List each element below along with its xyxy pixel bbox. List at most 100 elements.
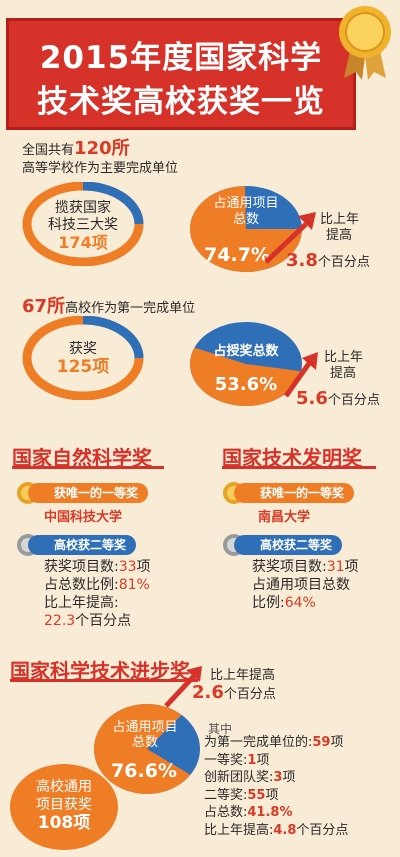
delta-2-line2: 提高 [330,366,357,381]
donut-1-label: 揽获国家 科技三大奖 174项 [22,200,144,251]
progress-delta-unit: 个百分点 [223,687,276,702]
invention-line1: 获奖项目数:31项 [252,558,359,576]
progress-list-header: 其中 [208,722,233,736]
invention-underline [222,466,376,469]
donut-2-value: 125项 [56,357,110,377]
progress-list-item: 一等奖:1项 [204,752,348,770]
delta-2-num: 5.6 [296,388,328,409]
donut-2 [22,315,144,401]
progress-list-item: 二等奖:55项 [204,787,348,805]
progress-item-value: 41.8% [247,805,293,820]
progress-item-unit: 项 [256,752,270,768]
natural-stats: 获奖项目数:33项 占总数比例:81% 比上年提高: 22.3个百分点 [44,558,151,630]
natural-l2-val: 81% [118,577,150,593]
pie-main-slice [94,704,191,794]
progress-item-unit: 项 [282,770,296,785]
first-unit-count: 67所 [22,296,66,317]
pie-1-percent: 74.7% [204,244,270,266]
natural-underline [12,466,164,469]
progress-underline [10,679,198,682]
progress-item-value: 4.8 [273,822,297,838]
pie-1-label-line2: 总数 [232,212,259,227]
pie-3-label-line2: 总数 [131,735,158,750]
intro-line2: 高等学校作为主要完成单位 [22,161,179,176]
delta-1-unit: 个百分点 [317,255,370,270]
progress-total-label: 高校通用 项目获奖 108项 [10,778,118,832]
progress-delta-num: 2.6 [192,682,224,703]
natural-l1-val: 33 [118,559,137,575]
invention-line3: 比例:64% [252,594,359,612]
natural-gold-winner: 中国科技大学 [44,510,123,525]
pie-2-label: 占授奖总数 [213,344,279,359]
pie-1 [186,182,306,276]
delta-1-line2: 提高 [326,228,353,243]
pie-1-label: 占通用项目 总数 [186,196,306,228]
arrow-up-icon [282,350,322,400]
intro-count: 120所 [74,138,130,159]
progress-item-unit: 项 [330,735,344,750]
pie-2 [186,318,306,410]
arrow-up-icon [162,664,206,710]
donut-1-line2: 科技三大奖 [48,217,118,233]
progress-item-label: 创新团队奖: [204,770,274,785]
pie-main-slice [190,186,302,272]
natural-line4: 22.3个百分点 [44,612,151,630]
intro-prefix: 全国共有 [22,143,75,158]
progress-item-value: 55 [247,787,266,803]
natural-line2: 占总数比例:81% [44,576,151,594]
delta-2: 比上年 提高 [324,350,363,382]
progress-item-unit: 个百分点 [296,822,349,838]
first-unit-line: 67所高校作为第一完成单位 [22,298,195,317]
progress-item-value: 1 [247,752,257,768]
invention-gold-winner: 南昌大学 [258,510,311,525]
invention-silver-label: 高校获二等奖 [234,535,343,555]
progress-total-value: 108项 [37,813,91,833]
delta-1-value: 3.8个百分点 [286,250,370,271]
pie-main-slice [189,347,302,406]
donut-2-line1: 获奖 [69,341,97,357]
natural-l4-val: 22.3 [44,613,76,629]
delta-2-value: 5.6个百分点 [296,388,380,409]
progress-total-badge [10,764,118,850]
pie-3-label: 占通用项目 总数 [90,720,200,750]
progress-total-line1: 高校通用 [36,779,92,795]
delta-1: 比上年 提高 [320,212,359,244]
invention-l3-prefix: 比例: [252,595,285,611]
invention-l3-val: 64% [284,595,316,611]
pie-3-percent: 76.6% [111,760,177,782]
progress-list-item: 创新团队奖:3项 [204,769,348,787]
progress-item-label: 二等奖: [204,787,248,803]
donut-1-line1: 揽获国家 [55,200,111,216]
progress-item-value: 59 [312,735,331,750]
progress-item-label: 一等奖: [204,752,248,768]
natural-l2-prefix: 占总数比例: [44,577,119,593]
progress-item-label: 占总数: [204,805,248,820]
invention-l1-val: 31 [326,559,345,575]
delta-1-line1: 比上年 [320,212,360,227]
invention-line2: 占通用项目总数 [252,577,350,593]
progress-list-item: 占总数:41.8% [204,804,348,822]
progress-delta-text: 比上年提高 [210,668,276,683]
header-banner: 2015年度国家科学 技术奖高校获奖一览 [6,18,356,130]
progress-list: 为第一完成单位的:59项 一等奖:1项 创新团队奖:3项 二等奖:55项 占总数:41.… [204,734,348,839]
first-unit-text: 高校作为第一完成单位 [65,301,196,316]
natural-gold-label: 获唯一的一等奖 [28,483,149,503]
progress-total-line2: 项目获奖 [36,797,92,813]
medal-icon [330,2,400,80]
natural-l1-unit: 项 [136,559,151,575]
pie-3-label-line1: 占通用项目 [112,720,178,735]
progress-delta-value: 2.6个百分点 [192,682,276,703]
page-title-line2: 技术奖高校获奖一览 [37,84,325,120]
pie-1-label-line1: 占通用项目 [213,196,279,211]
progress-list-item: 比上年提高:4.8个百分点 [204,822,348,840]
invention-stats: 获奖项目数:31项 占通用项目总数 比例:64% [252,558,359,612]
intro-line1: 全国共有120所 [22,140,130,159]
progress-item-label: 比上年提高: [204,822,274,838]
donut-2-label: 获奖 125项 [22,340,144,376]
donut-1 [22,181,144,267]
page-title-line1: 2015年度国家科学 [39,40,323,76]
invention-l1-prefix: 获奖项目数: [252,559,327,575]
progress-list-item: 为第一完成单位的:59项 [204,734,348,752]
donut-1-value: 174项 [58,233,108,252]
delta-2-unit: 个百分点 [327,393,380,408]
